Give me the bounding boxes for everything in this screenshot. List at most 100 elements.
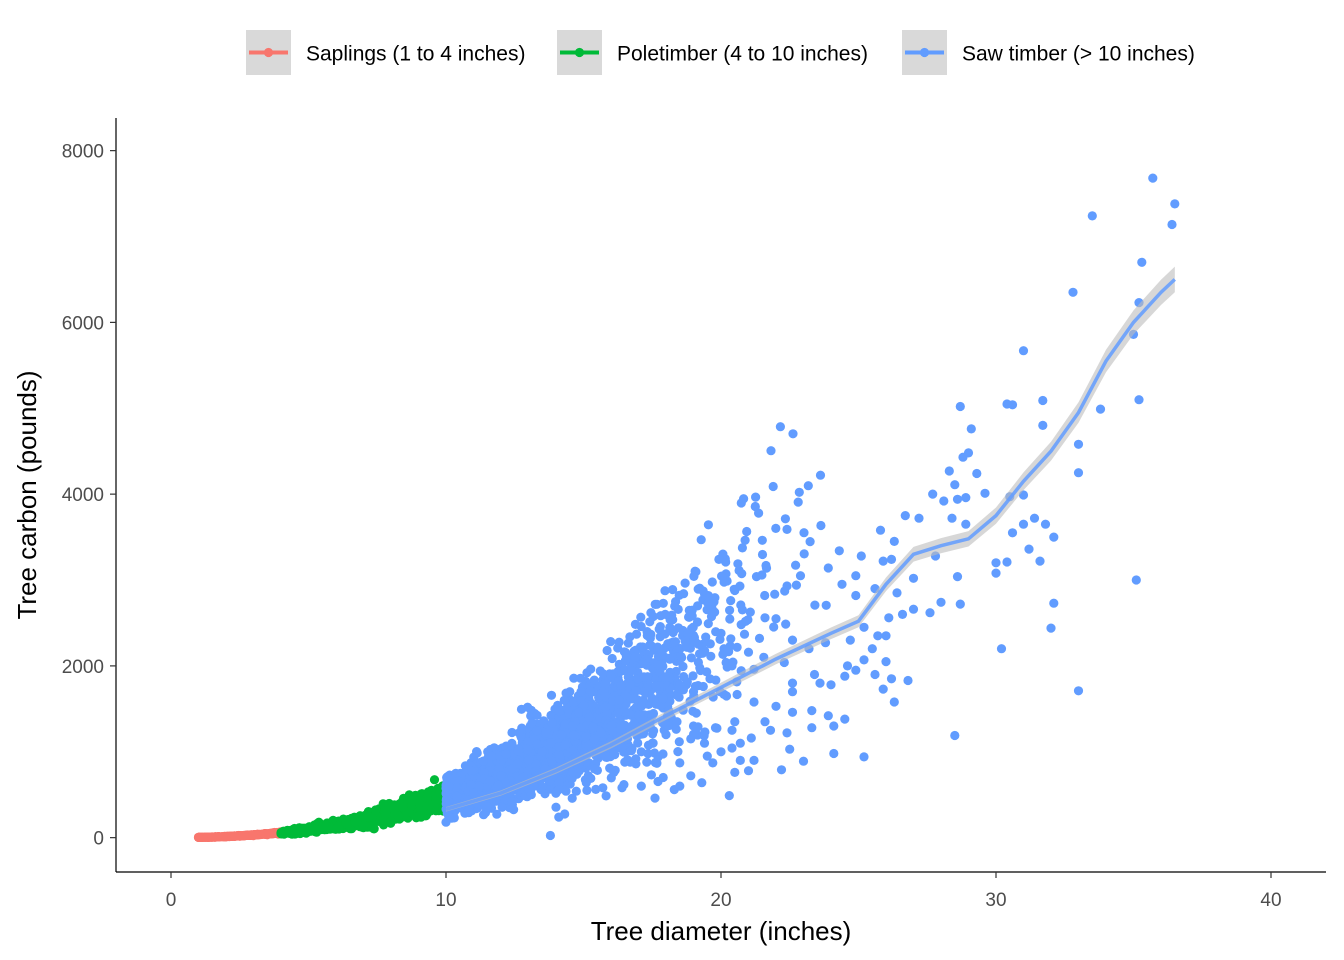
- data-point: [452, 791, 462, 802]
- data-point: [646, 629, 656, 640]
- data-point: [352, 816, 362, 826]
- data-point: [952, 494, 963, 504]
- data-point: [341, 818, 351, 828]
- data-point: [703, 520, 714, 530]
- data-point: [485, 776, 495, 786]
- data-point: [429, 775, 440, 785]
- data-point: [782, 581, 792, 591]
- data-point: [532, 710, 542, 721]
- data-point: [826, 680, 836, 690]
- y-tick-label: 4000: [62, 485, 104, 506]
- data-point: [683, 629, 693, 639]
- data-point: [787, 707, 798, 717]
- data-point: [716, 628, 726, 638]
- data-point: [638, 658, 648, 668]
- data-point: [688, 671, 698, 681]
- data-point: [878, 556, 888, 566]
- data-point: [697, 778, 707, 788]
- data-point: [771, 523, 781, 534]
- data-point: [1049, 598, 1059, 608]
- data-point: [642, 757, 652, 767]
- data-point: [627, 666, 637, 676]
- data-point: [691, 708, 701, 718]
- data-point: [730, 767, 740, 778]
- data-point: [668, 585, 678, 595]
- data-point: [389, 809, 399, 819]
- data-point: [523, 755, 534, 766]
- data-point: [749, 697, 759, 707]
- data-point: [834, 546, 844, 556]
- data-point: [785, 744, 795, 754]
- data-point: [507, 727, 517, 738]
- legend-key-point: [574, 47, 585, 58]
- data-point: [710, 607, 720, 617]
- data-point: [576, 687, 586, 697]
- data-point: [703, 598, 713, 608]
- data-point: [739, 494, 749, 504]
- data-point: [554, 749, 564, 759]
- data-point: [955, 599, 965, 609]
- data-point: [507, 764, 517, 774]
- data-point: [569, 673, 579, 683]
- data-point: [732, 689, 742, 700]
- data-point: [657, 646, 667, 657]
- data-point: [423, 789, 433, 799]
- data-point: [574, 707, 584, 718]
- data-point: [823, 711, 833, 721]
- data-point: [881, 631, 891, 641]
- data-point: [1040, 519, 1051, 529]
- data-point: [513, 759, 523, 769]
- data-point: [546, 690, 557, 700]
- data-point: [740, 535, 750, 545]
- data-point: [1073, 468, 1084, 478]
- data-point: [870, 669, 880, 680]
- axes: 0 10 20 30 40 0 2000 4000 6000 8000: [62, 118, 1326, 911]
- data-point: [1170, 199, 1180, 209]
- data-point: [793, 497, 803, 507]
- data-point: [413, 811, 424, 821]
- data-point: [714, 554, 724, 565]
- data-point: [248, 831, 259, 841]
- data-point: [821, 600, 831, 610]
- data-point: [815, 678, 825, 688]
- data-point: [636, 701, 647, 711]
- data-point: [585, 686, 595, 696]
- data-point: [727, 661, 737, 671]
- data-point: [588, 722, 598, 733]
- data-point: [705, 674, 715, 684]
- data-point: [652, 758, 662, 768]
- data-point: [698, 681, 708, 692]
- data-point: [674, 737, 684, 747]
- data-point: [679, 589, 689, 599]
- data-point: [623, 638, 633, 648]
- data-point: [1024, 544, 1034, 554]
- data-point: [829, 721, 839, 731]
- data-point: [547, 718, 557, 728]
- smooth-trend-line: [445, 266, 1176, 812]
- data-point: [996, 644, 1007, 654]
- data-point: [582, 785, 592, 796]
- data-point: [739, 629, 750, 639]
- data-point: [787, 635, 798, 645]
- data-point: [598, 783, 608, 793]
- data-point: [636, 781, 646, 791]
- data-point: [600, 702, 611, 712]
- data-point: [768, 481, 778, 492]
- data-point: [494, 763, 504, 773]
- data-point: [560, 740, 571, 750]
- data-point: [716, 747, 726, 757]
- smooth-line: [445, 278, 1176, 811]
- data-point: [795, 571, 806, 581]
- legend-label: Saplings (1 to 4 inches): [306, 43, 525, 66]
- data-point: [556, 730, 567, 740]
- data-point: [386, 816, 396, 826]
- data-point: [581, 731, 591, 742]
- data-point: [633, 738, 643, 748]
- data-point: [561, 688, 571, 698]
- data-point: [586, 701, 596, 711]
- data-point: [486, 751, 496, 762]
- data-point: [776, 765, 787, 775]
- data-point: [661, 730, 671, 740]
- data-point: [581, 778, 591, 788]
- data-point: [794, 487, 804, 497]
